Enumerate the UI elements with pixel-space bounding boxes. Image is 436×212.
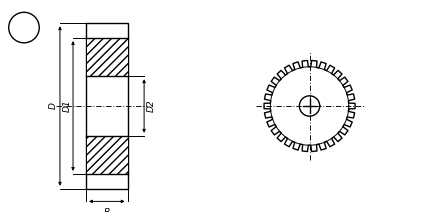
Text: D: D — [48, 103, 58, 109]
Bar — [86, 136, 127, 174]
Text: B: B — [104, 208, 110, 212]
Text: B: B — [20, 22, 28, 33]
Bar — [86, 38, 127, 76]
Bar — [86, 23, 127, 189]
Text: D2: D2 — [146, 100, 156, 112]
Circle shape — [9, 12, 39, 43]
Text: D1: D1 — [62, 100, 72, 112]
